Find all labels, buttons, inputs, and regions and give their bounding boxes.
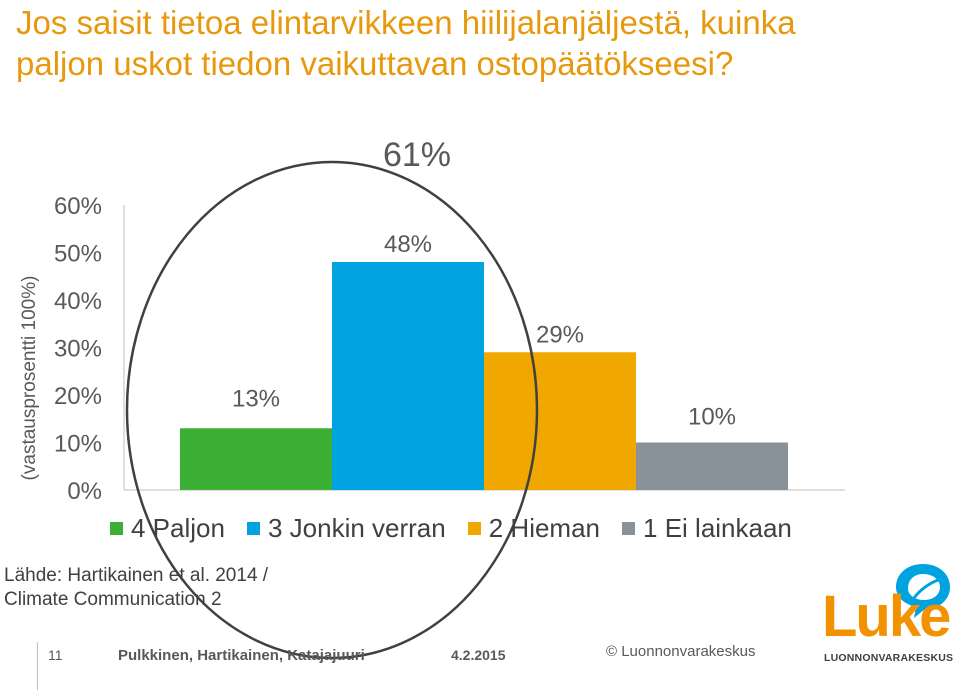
legend-label: 4 Paljon bbox=[131, 513, 225, 543]
logo-wordmark: Luke bbox=[822, 584, 951, 649]
data-label: 29% bbox=[536, 321, 584, 348]
y-tick-label: 40% bbox=[54, 288, 102, 315]
legend-swatch bbox=[622, 522, 636, 535]
legend-label: 3 Jonkin verran bbox=[267, 513, 446, 543]
title-line-1: Jos saisit tietoa elintarvikkeen hiilija… bbox=[16, 4, 796, 41]
legend-item: 2 Hieman bbox=[467, 513, 601, 544]
luke-logo: Luke LUONNONVARAKESKUS bbox=[820, 560, 955, 670]
footer-copyright: © Luonnonvarakeskus bbox=[606, 643, 756, 660]
annotation-label: 61% bbox=[383, 136, 451, 174]
legend-item: 3 Jonkin verran bbox=[246, 513, 446, 544]
footer-date: 4.2.2015 bbox=[451, 647, 506, 663]
legend-item: 1 Ei lainkaan bbox=[622, 513, 792, 544]
y-axis-label: (vastausprosentti 100%) bbox=[19, 276, 40, 481]
title-line-2: paljon uskot tiedon vaikuttavan ostopäät… bbox=[16, 45, 734, 82]
legend-swatch bbox=[246, 522, 260, 535]
y-tick-label: 30% bbox=[54, 336, 102, 363]
legend-label: 1 Ei lainkaan bbox=[643, 513, 792, 543]
legend-swatch bbox=[110, 522, 123, 535]
leaf-icon bbox=[896, 564, 950, 618]
data-label: 10% bbox=[688, 404, 736, 431]
footer-authors: Pulkkinen, Hartikainen, Katajajuuri bbox=[118, 647, 365, 664]
bar bbox=[180, 428, 332, 490]
y-tick-label: 50% bbox=[54, 241, 102, 268]
footer-divider bbox=[37, 642, 38, 690]
source-line-1: Lähde: Hartikainen et al. 2014 / bbox=[4, 565, 269, 586]
logo-subtitle: LUONNONVARAKESKUS bbox=[824, 652, 954, 664]
slide-number: 11 bbox=[48, 647, 63, 663]
chart-legend: 4 Paljon 3 Jonkin verran 2 Hieman 1 Ei lain… bbox=[110, 513, 814, 544]
legend-swatch bbox=[467, 522, 481, 535]
chart-title: Jos saisit tietoa elintarvikkeen hiilija… bbox=[16, 2, 946, 84]
bar bbox=[332, 262, 484, 490]
y-tick-label: 60% bbox=[54, 193, 102, 220]
source-line-2: Climate Communication 2 bbox=[4, 589, 222, 610]
data-label: 48% bbox=[384, 231, 432, 258]
bar bbox=[636, 442, 788, 490]
legend-label: 2 Hieman bbox=[488, 513, 601, 543]
source-note: Lähde: Hartikainen et al. 2014 / Climate… bbox=[4, 564, 268, 612]
legend-item: 4 Paljon bbox=[110, 513, 225, 544]
bar bbox=[484, 352, 636, 490]
y-tick-label: 20% bbox=[54, 383, 102, 410]
y-tick-label: 10% bbox=[54, 431, 102, 458]
y-tick-label: 0% bbox=[67, 478, 102, 505]
highlight-circle bbox=[125, 160, 539, 660]
data-label: 13% bbox=[232, 385, 280, 412]
